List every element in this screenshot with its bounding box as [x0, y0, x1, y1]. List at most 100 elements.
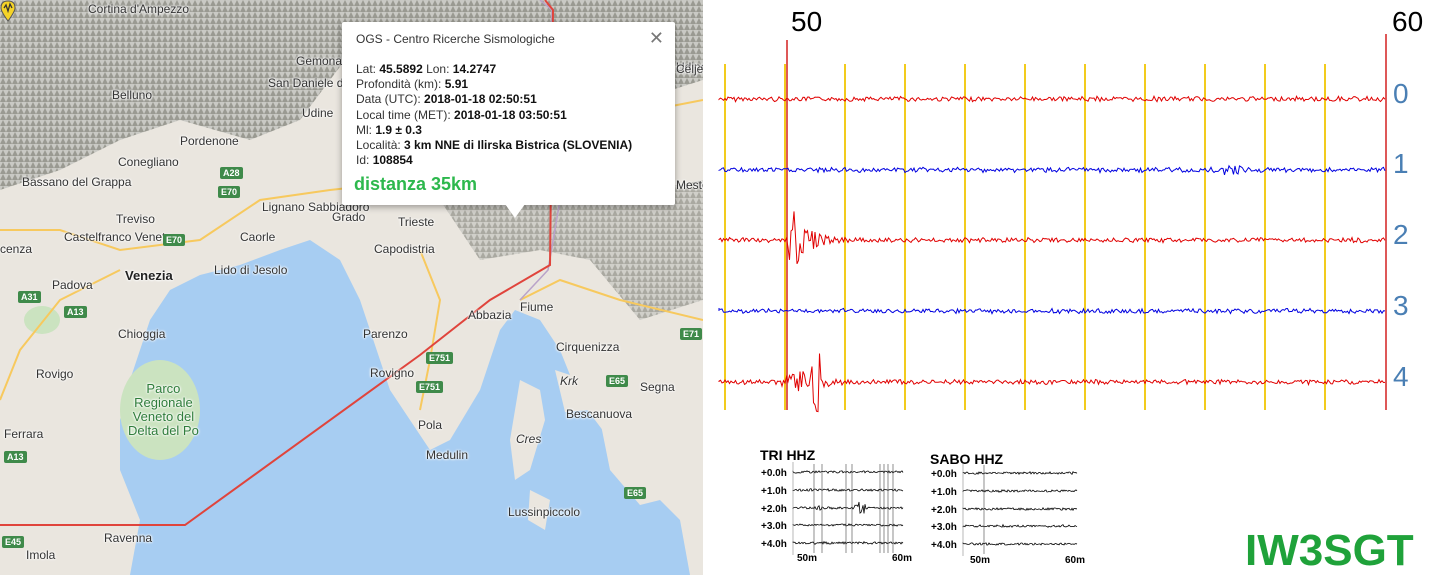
lat-value: 45.5892 [379, 62, 423, 76]
town-label: Conegliano [118, 155, 179, 169]
town-label: Caorle [240, 230, 276, 244]
tick: +0.0h [931, 469, 957, 480]
trace-row-1 [718, 164, 1386, 176]
town-label: Chioggia [118, 327, 166, 341]
town-label: Rovigno [370, 366, 415, 380]
town-label: Fiume [520, 300, 554, 314]
road-shield: E45 [2, 536, 25, 548]
town-label: Bassano del Grappa [22, 175, 132, 189]
mini-title-sabo: SABO HHZ [930, 451, 1004, 467]
popup-pointer [505, 204, 525, 218]
town-label: Udine [676, 60, 703, 74]
utc-label: Data (UTC): [356, 92, 425, 107]
town-label: Parenzo [363, 327, 408, 341]
tick: +1.0h [931, 487, 957, 498]
row-label-1: 1 [1393, 148, 1409, 179]
loc-label: Località: [356, 138, 405, 153]
ml-label: Ml: [356, 122, 376, 137]
x-label: 60m [892, 553, 913, 564]
lon-value: 14.2747 [452, 62, 497, 76]
town-label: Lido di Jesolo [214, 263, 288, 277]
town-label: Rovigo [36, 367, 74, 381]
depth-value: 5.91 [444, 77, 469, 92]
town-label: Capodistria [374, 242, 435, 256]
tick: +0.0h [761, 468, 787, 479]
tick: +2.0h [761, 504, 787, 515]
town-label: Krk [560, 374, 578, 388]
town-label: Lussinpiccolo [508, 505, 581, 519]
row-label-4: 4 [1393, 361, 1409, 392]
utc-row: Data (UTC): 2018-01-18 02:50:51 [356, 92, 632, 107]
popup-title: OGS - Centro Ricerche Sismologiche [356, 32, 555, 46]
earthquake-info-popup: OGS - Centro Ricerche Sismologiche ✕ Lat… [342, 22, 675, 205]
id-row: Id: 108854 [356, 153, 632, 168]
latlon-row: Lat: 45.5892 Lon: 14.2747 [356, 62, 632, 77]
town-label: Castelfranco Veneto [64, 230, 173, 244]
utc-value: 2018-01-18 02:50:51 [424, 92, 537, 107]
road-shield: E751 [426, 352, 454, 364]
station-callsign: IW3SGT [1245, 526, 1414, 575]
tick: +4.0h [931, 540, 957, 551]
town-label: Ferrara [4, 427, 44, 441]
town-label: Pordenone [180, 134, 239, 148]
x-label: 50m [797, 553, 818, 564]
lon-label: Lon: [422, 62, 453, 76]
town-label: Venezia [125, 268, 173, 283]
ml-value: 1.9 ± 0.3 [375, 122, 422, 137]
location-row: Località: 3 km NNE di Ilirska Bistrica (… [356, 138, 632, 153]
trace-row-3 [718, 307, 1386, 315]
town-label: cenza [0, 242, 33, 256]
mini-title-tri: TRI HHZ [760, 447, 816, 463]
road-shield: E71 [680, 328, 703, 340]
depth-row: Profondità (km): 5.91 [356, 77, 632, 92]
magnitude-row: Ml: 1.9 ± 0.3 [356, 123, 632, 138]
town-label: Pola [418, 418, 443, 432]
road-shield: A13 [64, 306, 87, 318]
row-label-3: 3 [1393, 290, 1409, 321]
park-label: Parco Regionale Veneto del Delta del Po [128, 381, 199, 438]
earthquake-marker-icon[interactable] [0, 0, 16, 22]
row-label-2: 2 [1393, 219, 1409, 250]
id-value: 108854 [372, 153, 413, 168]
met-label: Local time (MET): [356, 107, 455, 122]
row-label-0: 0 [1393, 78, 1409, 109]
x-label: 50m [970, 555, 991, 566]
x-label: 60m [1065, 555, 1086, 566]
town-label: Cres [516, 432, 542, 446]
town-label: Ravenna [104, 531, 153, 545]
town-label: Belluno [112, 88, 153, 102]
id-label: Id: [356, 153, 373, 168]
minute-label-50: 50 [791, 6, 823, 37]
town-label: Abbazia [468, 308, 512, 322]
distance-text: distanza 35km [354, 174, 478, 194]
road-shield: A13 [4, 451, 27, 463]
trace-row-2 [718, 211, 1386, 265]
met-value: 2018-01-18 03:50:51 [454, 107, 567, 122]
loc-value: 3 km NNE di Ilirska Bistrica (SLOVENIA) [404, 138, 633, 153]
tick: +1.0h [761, 486, 787, 497]
road-shield: A31 [18, 291, 41, 303]
earthquake-map[interactable]: Cortina d'Ampezzo Belluno Gemona San Daniel… [0, 0, 703, 575]
minute-label-60: 60 [1392, 6, 1424, 37]
town-label: Udine [302, 106, 334, 120]
town-label: Gemona [296, 54, 343, 68]
town-label: Cortina d'Ampezzo [88, 2, 190, 16]
town-label: Treviso [116, 212, 155, 226]
tick: +4.0h [761, 539, 787, 550]
town-label: Trieste [398, 215, 435, 229]
town-label: Segna [640, 380, 675, 394]
seismogram-panel: 50 60 0 1 2 3 4 [703, 0, 1435, 575]
town-label: Cirquenizza [556, 340, 620, 354]
depth-label: Profondità (km): [356, 77, 445, 92]
road-shield: E70 [163, 234, 186, 246]
town-label: Celje [676, 62, 703, 76]
popup-details: Lat: 45.5892 Lon: 14.2747 Profondità (km… [356, 62, 632, 168]
road-shield: E65 [624, 487, 647, 499]
road-shield: A28 [220, 167, 243, 179]
met-row: Local time (MET): 2018-01-18 03:50:51 [356, 108, 632, 123]
town-label: Padova [52, 278, 93, 292]
close-icon[interactable]: ✕ [648, 28, 664, 48]
tick: +2.0h [931, 505, 957, 516]
trace-row-0 [718, 95, 1386, 103]
trace-row-4 [718, 353, 1386, 413]
